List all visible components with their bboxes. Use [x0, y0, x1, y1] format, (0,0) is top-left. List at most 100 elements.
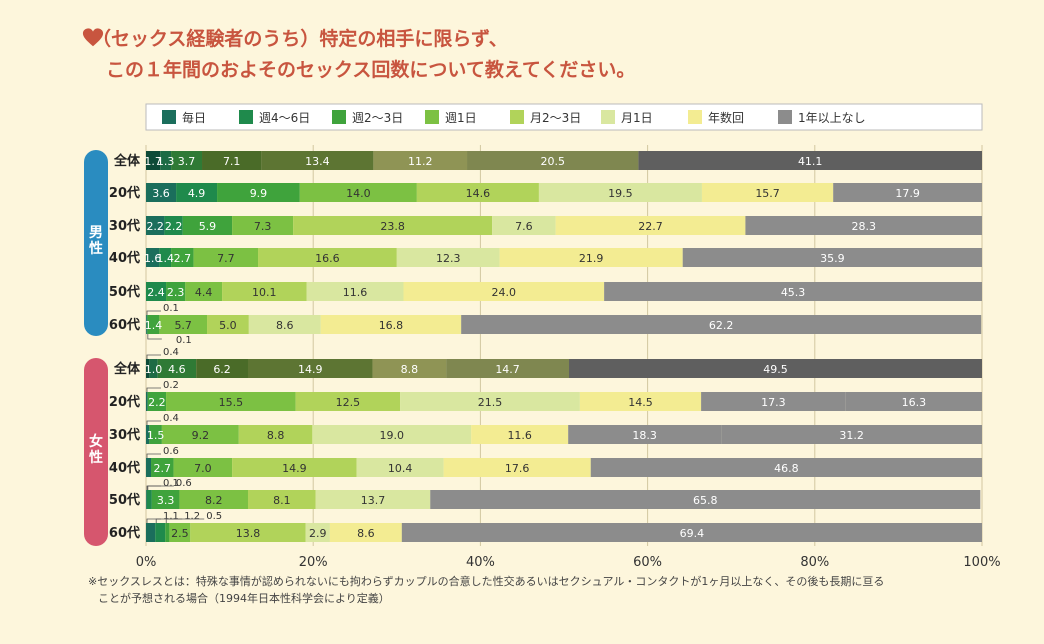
bar-segment	[159, 248, 172, 267]
legend-label: 週2〜3日	[352, 111, 403, 125]
chart-title: （セックス経験者のうち）特定の相手に限らず、 この１年間のおよそのセックス回数に…	[92, 24, 635, 86]
heart-icon	[82, 28, 104, 47]
bar-segment	[146, 315, 147, 334]
bar-segment	[238, 425, 313, 444]
bar-segment	[146, 248, 160, 267]
bar-segment	[207, 315, 249, 334]
bar-value-label: 2.2	[165, 220, 183, 233]
bar-segment	[701, 183, 834, 202]
bar-segment	[164, 216, 183, 235]
bar-value-label: 5.0	[219, 319, 237, 332]
bar-segment	[182, 216, 233, 235]
footnote-line-2: ことが予想される場合（1994年日本性科学会により定義）	[98, 592, 390, 605]
bar-segment	[149, 425, 162, 444]
bar-segment	[396, 248, 500, 267]
bar-segment	[147, 315, 160, 334]
bar-value-label: 10.1	[252, 286, 277, 299]
bar-value-label: 19.0	[380, 429, 405, 442]
bar-segment	[190, 523, 306, 542]
bar-segment	[161, 425, 239, 444]
bar-segment	[400, 392, 580, 411]
bar-segment	[146, 425, 150, 444]
bar-value-label: 18.3	[632, 429, 657, 442]
bar-segment	[745, 216, 982, 235]
bar-value-label: 2.2	[146, 220, 164, 233]
bar-segment	[247, 490, 316, 509]
bar-segment	[701, 392, 846, 411]
row-label: 30代	[109, 427, 140, 443]
bar-segment	[833, 183, 982, 202]
bar-value-label: 14.0	[346, 187, 371, 200]
bar-value-label: 15.7	[755, 187, 780, 200]
bar-value-label: 1.4	[156, 252, 174, 265]
bar-value-label: 1.6	[144, 252, 162, 265]
bar-value-label: 49.5	[763, 363, 788, 376]
legend-label: 年数回	[708, 110, 744, 125]
bar-value-label: 4.4	[195, 286, 213, 299]
bar-segment	[845, 392, 982, 411]
bar-value-label: 2.4	[147, 286, 165, 299]
bar-value-label: 11.2	[408, 155, 433, 168]
bar-segment	[217, 183, 300, 202]
bar-segment	[146, 523, 156, 542]
bar-segment	[261, 151, 374, 170]
x-tick-label: 0%	[136, 555, 157, 570]
bar-segment	[299, 183, 417, 202]
bar-segment	[146, 315, 148, 334]
row-label: 全体	[113, 153, 141, 169]
bar-segment	[312, 425, 472, 444]
bar-value-label: 7.0	[194, 462, 212, 475]
stacked-bar-chart: 毎日 週4〜6日 週2〜3日 週1日 月2〜3日 月1日 年数回 1年以上なし 0% 20% 40%…	[84, 103, 1001, 570]
callout-leader	[146, 485, 161, 490]
legend-swatch	[239, 110, 253, 124]
bar-value-label: 15.5	[219, 396, 244, 409]
bar-segment	[461, 315, 982, 334]
bar-value-label: 14.7	[495, 363, 520, 376]
bar-segment	[467, 151, 639, 170]
bar-segment	[315, 490, 431, 509]
bar-value-label: 35.9	[820, 252, 845, 265]
bar-segment	[165, 523, 170, 542]
row-label: 20代	[109, 185, 140, 201]
row-label: 60代	[109, 317, 140, 333]
callout-label: 0.6	[176, 478, 192, 489]
callout-leader	[146, 310, 161, 315]
bar-value-label: 14.9	[298, 363, 323, 376]
bar-segment	[185, 282, 223, 301]
bar-segment	[155, 523, 166, 542]
bar-value-label: 16.3	[902, 396, 927, 409]
legend-swatch	[332, 110, 346, 124]
bar-segment	[146, 490, 152, 509]
callout-label: 0.6	[163, 446, 179, 457]
bar-segment	[146, 392, 148, 411]
legend-label: 週1日	[445, 111, 477, 125]
group-band	[84, 358, 108, 546]
bar-value-label: 14.6	[466, 187, 491, 200]
bar-segment	[179, 490, 248, 509]
bar-value-label: 13.7	[361, 494, 386, 507]
footnote: ※セックスレスとは：特殊な事情が認められないにも拘わらずカップルの合意した性交あ…	[88, 573, 1018, 607]
callout-label: 1.2	[184, 511, 200, 522]
bar-segment	[356, 458, 444, 477]
bar-segment	[293, 216, 493, 235]
bar-segment	[568, 425, 722, 444]
legend-swatch	[688, 110, 702, 124]
callout-leader	[146, 518, 161, 523]
bar-value-label: 45.3	[781, 286, 806, 299]
bar-segment	[555, 216, 746, 235]
callout-leader	[146, 453, 161, 458]
bar-segment	[499, 248, 683, 267]
bar-segment	[416, 183, 539, 202]
bar-value-label: 24.0	[492, 286, 517, 299]
bar-segment	[193, 248, 259, 267]
bar-segment	[232, 216, 294, 235]
bar-value-label: 6.2	[213, 363, 231, 376]
bar-segment	[329, 523, 402, 542]
callout-leader	[146, 420, 161, 425]
callout-label: 0.1	[176, 335, 192, 346]
bar-segment	[171, 248, 194, 267]
bar-segment	[373, 151, 468, 170]
bar-value-label: 8.6	[276, 319, 294, 332]
bar-segment	[492, 216, 556, 235]
bar-value-label: 23.8	[380, 220, 405, 233]
